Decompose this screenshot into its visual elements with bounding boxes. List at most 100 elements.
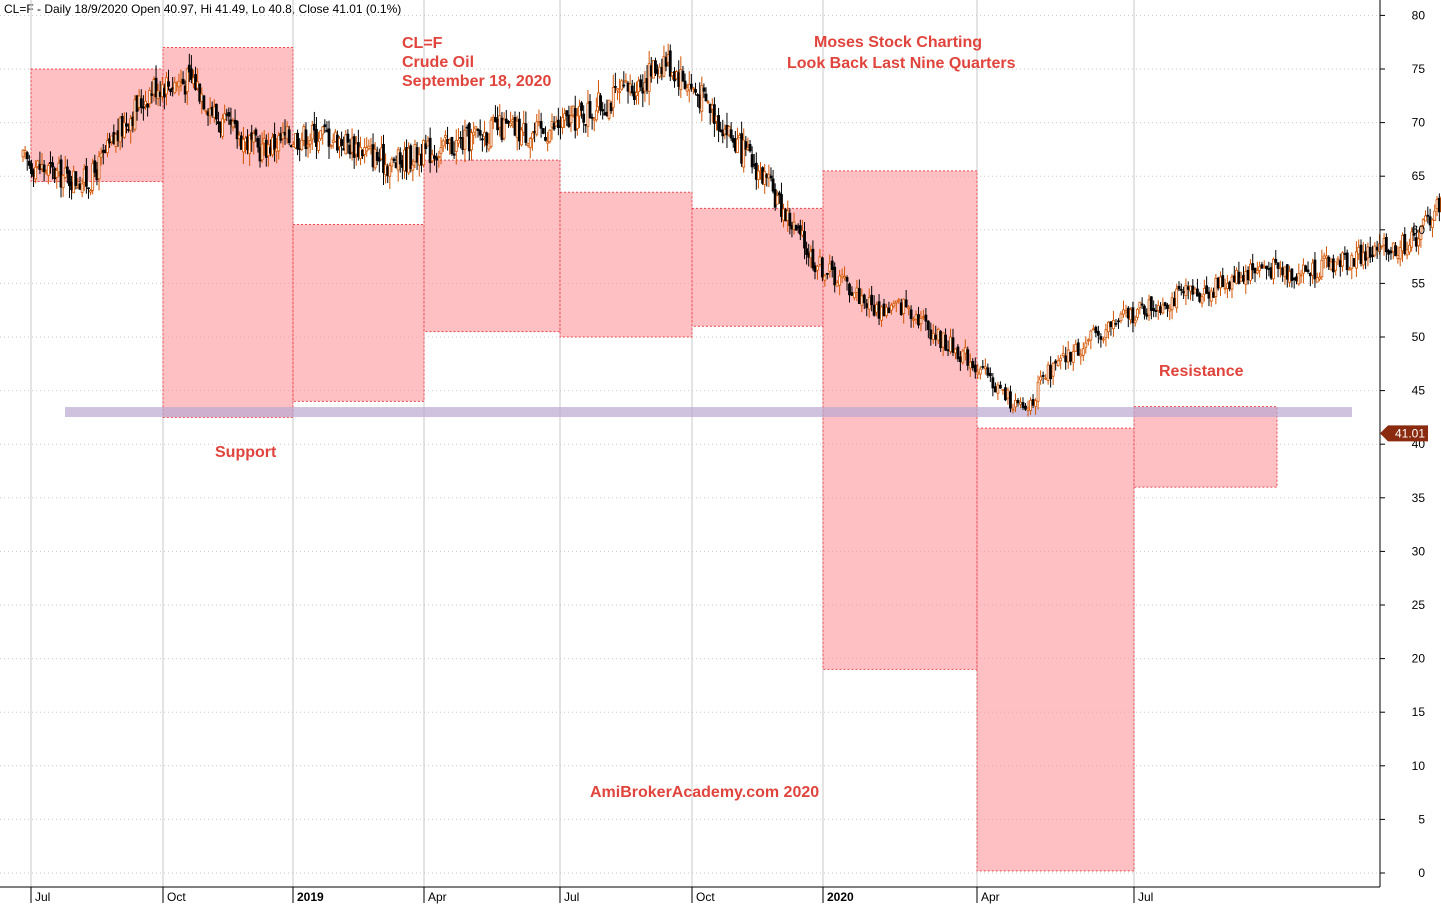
candle-body <box>803 231 806 249</box>
candle-body <box>1239 277 1243 282</box>
candle-body <box>84 165 88 187</box>
candle-body <box>692 87 695 90</box>
candle-body <box>1205 285 1209 294</box>
candle-body <box>1329 261 1333 270</box>
candle-body <box>1044 377 1048 380</box>
candle-body <box>173 82 177 94</box>
candle-body <box>365 147 369 152</box>
candle-body <box>1405 249 1409 256</box>
candle-body <box>44 171 48 174</box>
candle-body <box>1154 310 1158 312</box>
candle-body <box>936 328 940 341</box>
candle-body <box>507 120 510 124</box>
candle-body <box>1039 376 1042 381</box>
candle-body <box>1274 258 1278 263</box>
candle-body <box>454 139 458 152</box>
candle-body <box>609 102 613 112</box>
candle-body <box>702 87 706 92</box>
candle-body <box>1011 408 1015 411</box>
candle-body <box>323 124 327 128</box>
candle-body <box>1336 258 1340 261</box>
candle-body <box>1184 284 1188 297</box>
candle-body <box>616 88 619 91</box>
charting-subtitle: Look Back Last Nine Quarters <box>787 55 1016 72</box>
candle-body <box>93 160 97 173</box>
candle-body <box>875 304 878 313</box>
y-tick-label: 30 <box>1412 544 1426 558</box>
x-tick-label: Jul <box>35 890 50 904</box>
candle-body <box>1396 255 1400 259</box>
candle-body <box>70 181 73 191</box>
candle-body <box>520 129 523 146</box>
candle-body <box>664 57 668 67</box>
candle-body <box>49 161 52 164</box>
candle-body <box>63 167 67 178</box>
candle-body <box>870 294 874 306</box>
candle-body <box>1034 400 1037 407</box>
watermark: AmiBrokerAcademy.com 2020 <box>590 784 820 801</box>
candle-body <box>476 128 480 131</box>
candle-body <box>1066 349 1070 363</box>
candle-body <box>496 118 500 131</box>
candle-body <box>1232 275 1236 282</box>
candle-body <box>1109 321 1113 328</box>
candle-body <box>675 71 679 80</box>
candle-body <box>1265 265 1268 270</box>
candle-body <box>1244 271 1248 285</box>
candle-body <box>548 129 552 143</box>
candle-body <box>1200 296 1204 304</box>
candle-body <box>757 170 760 181</box>
candle-body <box>931 332 935 340</box>
candle-body <box>36 160 40 167</box>
candle-body <box>422 139 426 166</box>
candle-body <box>597 92 600 108</box>
candle-body <box>202 95 206 110</box>
candle-body <box>1019 401 1022 405</box>
candle-body <box>620 80 624 90</box>
candle-body <box>775 195 779 205</box>
candle-body <box>1006 389 1010 399</box>
candle-body <box>452 153 456 156</box>
x-tick-label: Jul <box>1138 890 1153 904</box>
candle-body <box>1272 258 1275 280</box>
y-tick-label: 35 <box>1412 491 1426 505</box>
level-band <box>65 407 1352 418</box>
candle-body <box>1401 234 1404 252</box>
candle-body <box>867 297 871 310</box>
candle-body <box>611 87 615 108</box>
candle-body <box>478 130 482 136</box>
candle-body <box>1207 291 1211 299</box>
candle-body <box>838 275 842 286</box>
candle-body <box>150 93 154 96</box>
candle-body <box>904 299 908 308</box>
candle-body <box>993 386 997 393</box>
candle-body <box>1219 276 1222 289</box>
candle-body <box>1341 252 1344 267</box>
candle-body <box>1246 270 1250 281</box>
candle-body <box>277 135 281 152</box>
candle-body <box>1117 320 1120 323</box>
candle-body <box>1433 210 1437 221</box>
candle-body <box>673 71 676 82</box>
candle-body <box>857 288 861 304</box>
candle-body <box>1262 266 1266 269</box>
candle-body <box>1179 288 1183 291</box>
candle-body <box>1101 338 1105 341</box>
candle-body <box>1099 336 1103 340</box>
candle-body <box>1096 330 1100 336</box>
candle-body <box>388 165 392 177</box>
candle-body <box>1304 265 1308 272</box>
candle-body <box>1168 308 1172 312</box>
y-tick-label: 20 <box>1412 652 1426 666</box>
candle-body <box>1331 258 1335 273</box>
candle-body <box>167 81 170 87</box>
candle-body <box>487 142 491 150</box>
candle-body <box>112 132 116 144</box>
candle-body <box>656 69 659 75</box>
candle-body <box>958 356 962 363</box>
candle-body <box>480 138 484 141</box>
candle-body <box>256 138 260 148</box>
candle-body <box>154 77 158 98</box>
candle-body <box>1421 219 1425 226</box>
candle-body <box>72 170 76 194</box>
